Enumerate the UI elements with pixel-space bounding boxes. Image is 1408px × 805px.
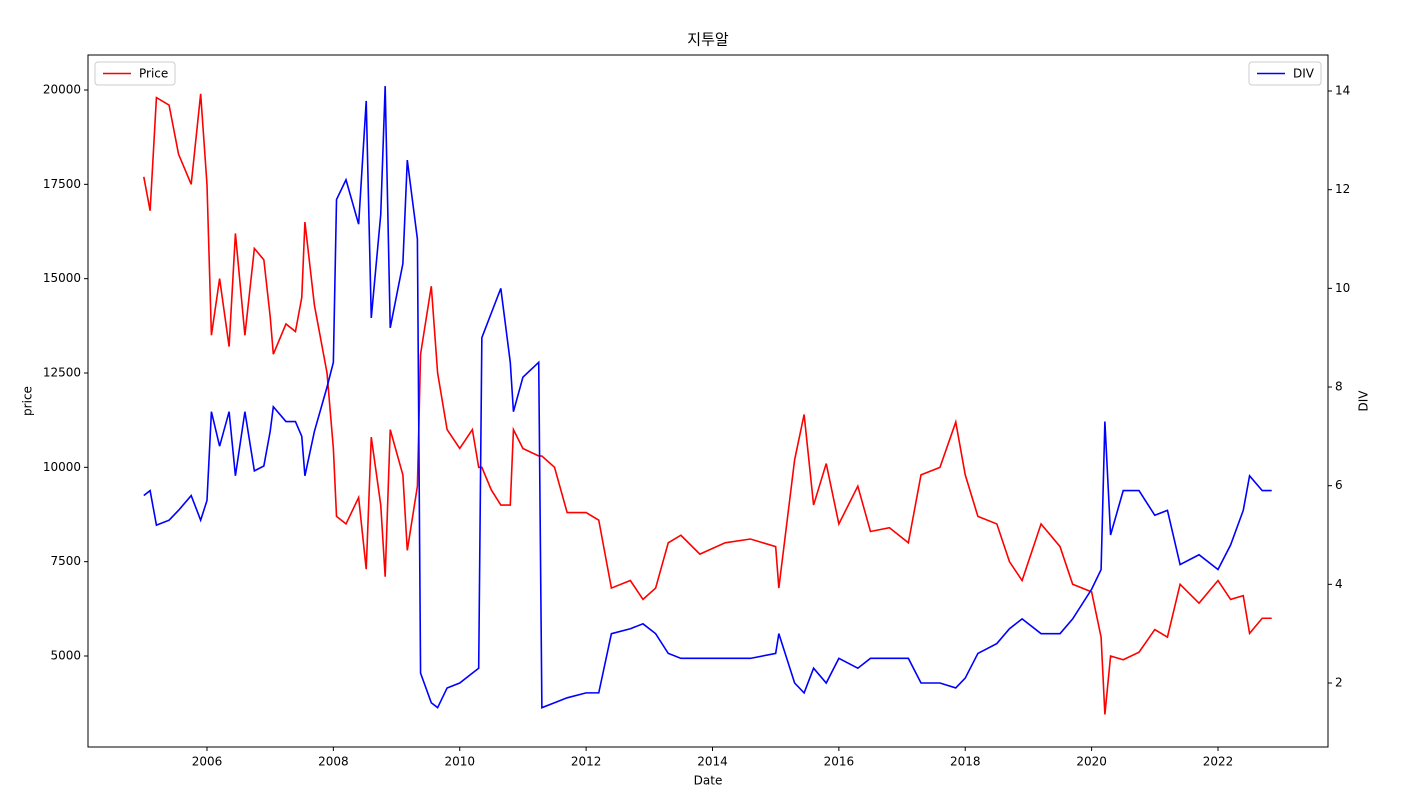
y-tick-label: 12500	[43, 366, 81, 380]
x-tick-label: 2016	[824, 755, 855, 769]
y2-tick-label: 14	[1335, 84, 1350, 98]
x-tick-label: 2022	[1203, 755, 1234, 769]
legend-label: Price	[139, 67, 168, 81]
x-tick-label: 2008	[318, 755, 349, 769]
x-tick-label: 2020	[1076, 755, 1107, 769]
x-axis-label: Date	[694, 774, 723, 788]
y-tick-label: 10000	[43, 460, 81, 474]
chart-title: 지투알	[687, 31, 729, 49]
x-tick-label: 2014	[697, 755, 728, 769]
y2-tick-label: 12	[1335, 182, 1350, 196]
x-tick-label: 2012	[571, 755, 602, 769]
y2-tick-label: 8	[1335, 380, 1343, 394]
y-tick-label: 20000	[43, 83, 81, 97]
x-tick-label: 2006	[192, 755, 223, 769]
line-series	[143, 86, 1272, 709]
y-tick-label: 15000	[43, 271, 81, 285]
y-tick-label: 5000	[50, 648, 81, 662]
x-tick-label: 2010	[444, 755, 475, 769]
y2-tick-label: 4	[1335, 577, 1343, 591]
y2-axis-label: DIV	[1357, 390, 1371, 412]
x-tick-label: 2018	[950, 755, 981, 769]
y2-tick-label: 6	[1335, 478, 1343, 492]
legend-box	[94, 61, 176, 86]
y-tick-label: 7500	[50, 554, 81, 568]
y2-tick-label: 10	[1335, 281, 1350, 295]
plot-frame	[87, 54, 1329, 748]
y-axis-label: price	[21, 386, 35, 416]
legend-label: DIV	[1293, 67, 1315, 81]
y2-tick-label: 2	[1335, 676, 1343, 690]
y-tick-label: 17500	[43, 177, 81, 191]
line-series	[143, 93, 1272, 715]
